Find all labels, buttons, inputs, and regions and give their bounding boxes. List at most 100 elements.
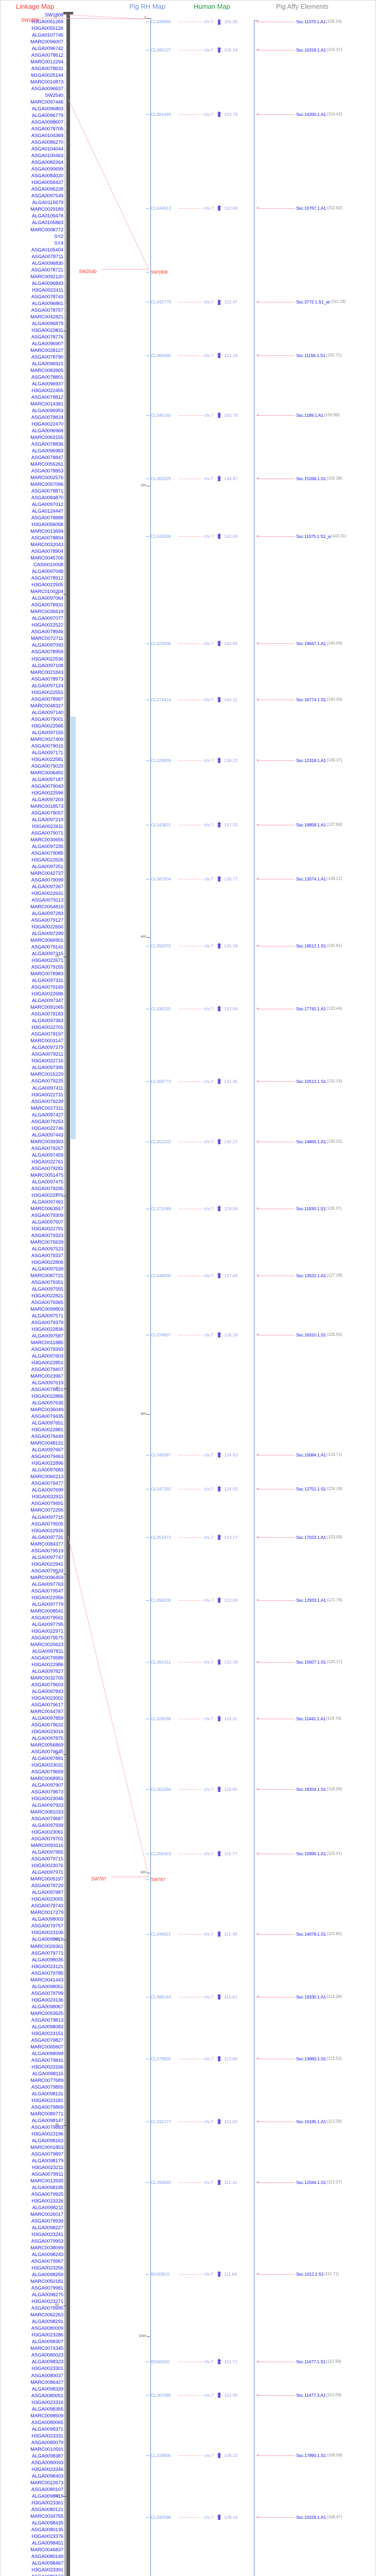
linkage-marker-label[interactable]: MARC0014381 [30, 401, 63, 407]
linkage-marker-label[interactable]: ALGA0096861 [31, 300, 63, 307]
linkage-marker-label[interactable]: ALGA0097699 [31, 1487, 63, 1494]
affy-element-name[interactable]: Ssc.17741.1.A1 [296, 1006, 326, 1011]
linkage-marker-label[interactable]: ASGA0079141 [31, 944, 63, 951]
rh-marker-name[interactable]: CL343821 [151, 822, 171, 827]
affy-element-name[interactable]: Ssc.14078.1.S1 [296, 1931, 326, 1937]
rh-marker-name[interactable]: BI183815 [151, 2272, 169, 2277]
rh-marker-name[interactable]: SW1808 [151, 269, 168, 275]
linkage-marker-label[interactable]: ASGA0079799 [31, 1990, 63, 1996]
linkage-marker-label[interactable]: ALGA0097267 [31, 884, 63, 890]
linkage-marker-label[interactable]: ALGA0097587 [31, 1333, 63, 1340]
linkage-marker-label[interactable]: H3GA0023031 [31, 1762, 63, 1769]
linkage-marker-label[interactable]: ALGA0098115 [32, 2071, 63, 2077]
linkage-marker-label[interactable]: ALGA0098083 [31, 2024, 63, 2030]
affy-element-name[interactable]: Ssc.11156.1.S1 [296, 353, 326, 358]
linkage-marker-label[interactable]: MARC0086427 [30, 2379, 63, 2385]
linkage-marker-label[interactable]: H3GA0022956 [31, 1595, 63, 1601]
linkage-marker-label[interactable]: H3GA0022866 [31, 1394, 63, 1400]
affy-element-name[interactable]: Ssc.13074.1.A1 [296, 876, 326, 882]
linkage-marker-label[interactable]: ASGA0084870 [31, 495, 63, 501]
linkage-marker-label[interactable]: MARC0057096 [30, 482, 63, 488]
linkage-marker-label[interactable]: MARC0048131 [30, 1440, 63, 1447]
linkage-marker-label[interactable]: ALGA0097459 [31, 1152, 63, 1158]
linkage-marker-label[interactable]: ALGA0097667 [31, 1447, 63, 1453]
rh-marker-name[interactable]: CL340588 [151, 2515, 171, 2520]
linkage-marker-label[interactable]: ASGA0078721 [31, 267, 63, 273]
linkage-marker-label[interactable]: MARC0045706 [30, 555, 63, 562]
linkage-marker-label[interactable]: ALGA0097077 [31, 616, 63, 622]
linkage-marker-label[interactable]: MARC0017279 [30, 1910, 63, 1916]
linkage-marker-label[interactable]: ASGA0080051 [31, 2393, 63, 2399]
linkage-marker-label[interactable]: H3GA0022776 [31, 1192, 63, 1198]
linkage-marker-label[interactable]: SY2 [54, 233, 63, 240]
linkage-marker-label[interactable]: MARC0020623 [30, 1641, 63, 1648]
linkage-marker-label[interactable]: ALGA0096983 [31, 448, 63, 454]
linkage-marker-label[interactable]: ASGA0078931 [31, 602, 63, 608]
linkage-marker-label[interactable]: MARC0091065 [30, 1005, 63, 1011]
linkage-marker-label[interactable]: ALGA0098211 [32, 2205, 63, 2211]
linkage-marker-label[interactable]: MARC0099803 [30, 1307, 63, 1313]
linkage-marker-label[interactable]: ASGA0078776 [31, 334, 63, 340]
rh-marker-name[interactable]: CL347292 [151, 1486, 171, 1492]
rh-marker-name[interactable]: CL374907 [151, 1332, 171, 1337]
linkage-marker-label[interactable]: H3GA0022566 [31, 723, 63, 729]
linkage-marker-label[interactable]: ASGA0079911 [31, 2172, 63, 2178]
linkage-marker-label[interactable]: H3GA0023091 [31, 1896, 63, 1903]
affy-element-name[interactable]: Ssc.1189.1.A1 [296, 413, 323, 418]
linkage-marker-label[interactable]: ALGA0097651 [31, 1420, 63, 1427]
linkage-marker-label[interactable]: ASGA0080135 [31, 2527, 63, 2533]
linkage-marker-label[interactable]: ASGA0079211 [31, 1052, 63, 1058]
linkage-marker-label[interactable]: H3GA0023046 [31, 1796, 63, 1802]
linkage-marker-label[interactable]: ALGA0098163 [31, 2138, 63, 2144]
linkage-marker-label[interactable]: ALGA0098003 [31, 1917, 63, 1923]
linkage-marker-label[interactable]: MARC0060213 [30, 1474, 63, 1480]
cross-link-label[interactable]: SW1808 [21, 15, 39, 24]
cross-link-label[interactable]: SW787 [91, 1874, 107, 1883]
affy-element-name[interactable]: Ssc.11441.1.A1 [296, 1716, 326, 1721]
linkage-marker-label[interactable]: ASGA0079771 [31, 1950, 63, 1956]
linkage-marker-label[interactable]: ASGA0079197 [31, 1031, 63, 1038]
linkage-marker-label[interactable]: H3GA0022761 [31, 1159, 63, 1165]
linkage-marker-label[interactable]: ALGA0096779 [31, 113, 63, 119]
linkage-marker-label[interactable]: ASGA0078757 [31, 307, 63, 313]
linkage-marker-label[interactable]: MARC0068951 [30, 1776, 63, 1782]
linkage-marker-label[interactable]: ALGA0124447 [31, 509, 63, 515]
affy-element-name[interactable]: Ssc.17890.1.S1 [296, 2453, 326, 2458]
linkage-marker-label[interactable]: H3GA0022731 [31, 1092, 63, 1098]
linkage-marker-label[interactable]: MARC0021843 [30, 669, 63, 675]
linkage-marker-label[interactable]: ALGA0097987 [31, 1890, 63, 1896]
linkage-marker-label[interactable]: ASGA0098607 [31, 120, 63, 126]
rh-marker-name[interactable]: CL355970 [151, 943, 171, 948]
linkage-marker-label[interactable]: ALGA0097539 [31, 1266, 63, 1272]
linkage-marker-label[interactable]: MARC0062263 [30, 2312, 63, 2318]
rh-marker-name[interactable]: CL345559 [151, 534, 171, 539]
linkage-marker-label[interactable]: ASGA0086270 [31, 140, 63, 146]
linkage-marker-label[interactable]: ALGA0098291 [31, 2319, 63, 2325]
linkage-marker-label[interactable]: ALGA0097507 [31, 1219, 63, 1225]
linkage-marker-label[interactable]: ASGA0079505 [31, 1521, 63, 1527]
linkage-marker-label[interactable]: ASGA0080009 [31, 2326, 63, 2332]
linkage-marker-label[interactable]: ASGA0080121 [31, 2506, 63, 2513]
linkage-marker-label[interactable]: ALGA0097171 [31, 750, 63, 756]
affy-element-name[interactable]: Ssc.15607.1.S1 [296, 1659, 326, 1665]
linkage-marker-label[interactable]: MARC0038099 [30, 2245, 63, 2251]
linkage-marker-label[interactable]: H3GA0022986 [31, 1662, 63, 1668]
rh-marker-name[interactable]: CL323406 [151, 641, 171, 646]
rh-marker-name[interactable]: SW787 [151, 1877, 165, 1882]
linkage-marker-label[interactable]: ASGA0100463 [31, 153, 63, 159]
linkage-marker-label[interactable]: ALGA0097475 [31, 1179, 63, 1185]
linkage-marker-label[interactable]: H3GA0023121 [31, 1963, 63, 1970]
linkage-marker-label[interactable]: ASGA0079463 [31, 1454, 63, 1460]
affy-element-name[interactable]: Ssc.10084.1.A1 [296, 1452, 326, 1458]
affy-element-name[interactable]: Ssc.19647.1.A1 [296, 641, 326, 646]
rh-marker-name[interactable]: CL386144 [151, 1994, 171, 1999]
affy-element-name[interactable]: Ssc.3772.1.S1_at [296, 299, 330, 304]
rh-marker-name[interactable]: CL360137 [151, 47, 171, 53]
linkage-marker-label[interactable]: ASGA0079225 [31, 1078, 63, 1084]
linkage-marker-label[interactable]: MARC0066901 [30, 938, 63, 944]
linkage-marker-label[interactable]: ASGA0078888 [31, 515, 63, 521]
linkage-marker-label[interactable]: ALGA0105863 [31, 220, 63, 226]
linkage-marker-label[interactable]: ASGA0084020 [31, 173, 63, 179]
linkage-marker-label[interactable]: ASGA0079267 [31, 1145, 63, 1151]
linkage-marker-label[interactable]: ASGA0079995 [31, 2306, 63, 2312]
